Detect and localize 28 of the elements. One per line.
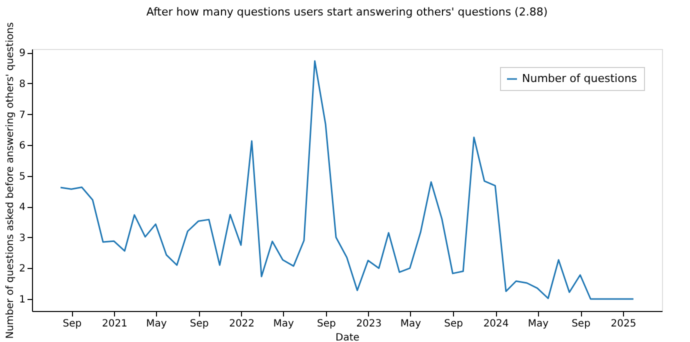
x-tick-label: 2021 (102, 318, 128, 330)
x-tick-label: May (273, 318, 294, 330)
y-tick-label: 9 (19, 48, 26, 60)
x-tick-label: Sep (190, 318, 209, 330)
legend-label: Number of questions (522, 72, 638, 85)
x-tick-label: 2022 (229, 318, 255, 330)
line-series (60, 60, 634, 300)
x-tick-label: May (400, 318, 422, 330)
x-axis-title: Date (336, 332, 360, 342)
y-tick-label: 1 (19, 294, 26, 306)
y-tick-label: 6 (19, 140, 26, 152)
y-tick-label: 3 (19, 232, 26, 244)
x-tick-label: 2024 (483, 318, 509, 330)
x-tick-label: Sep (572, 318, 590, 330)
x-tick-label: 2025 (610, 318, 636, 330)
y-tick-label: 7 (19, 110, 26, 121)
y-axis-title: Number of questions asked before answering others' questions (5, 22, 16, 339)
y-tick-label: 2 (19, 264, 26, 275)
chart-title: After how many questions users start answering others' questions (2.88) (146, 6, 548, 19)
y-tick-label: 8 (19, 78, 26, 90)
x-tick-label: Sep (444, 318, 463, 330)
y-tick-label: 5 (19, 171, 26, 182)
x-tick-label: 2023 (356, 318, 382, 330)
x-tick-label: May (528, 318, 549, 330)
x-tick-label: Sep (62, 318, 82, 330)
y-tick-label: 4 (19, 202, 26, 214)
x-tick-label: May (146, 318, 167, 330)
x-tick-label: Sep (317, 318, 336, 330)
